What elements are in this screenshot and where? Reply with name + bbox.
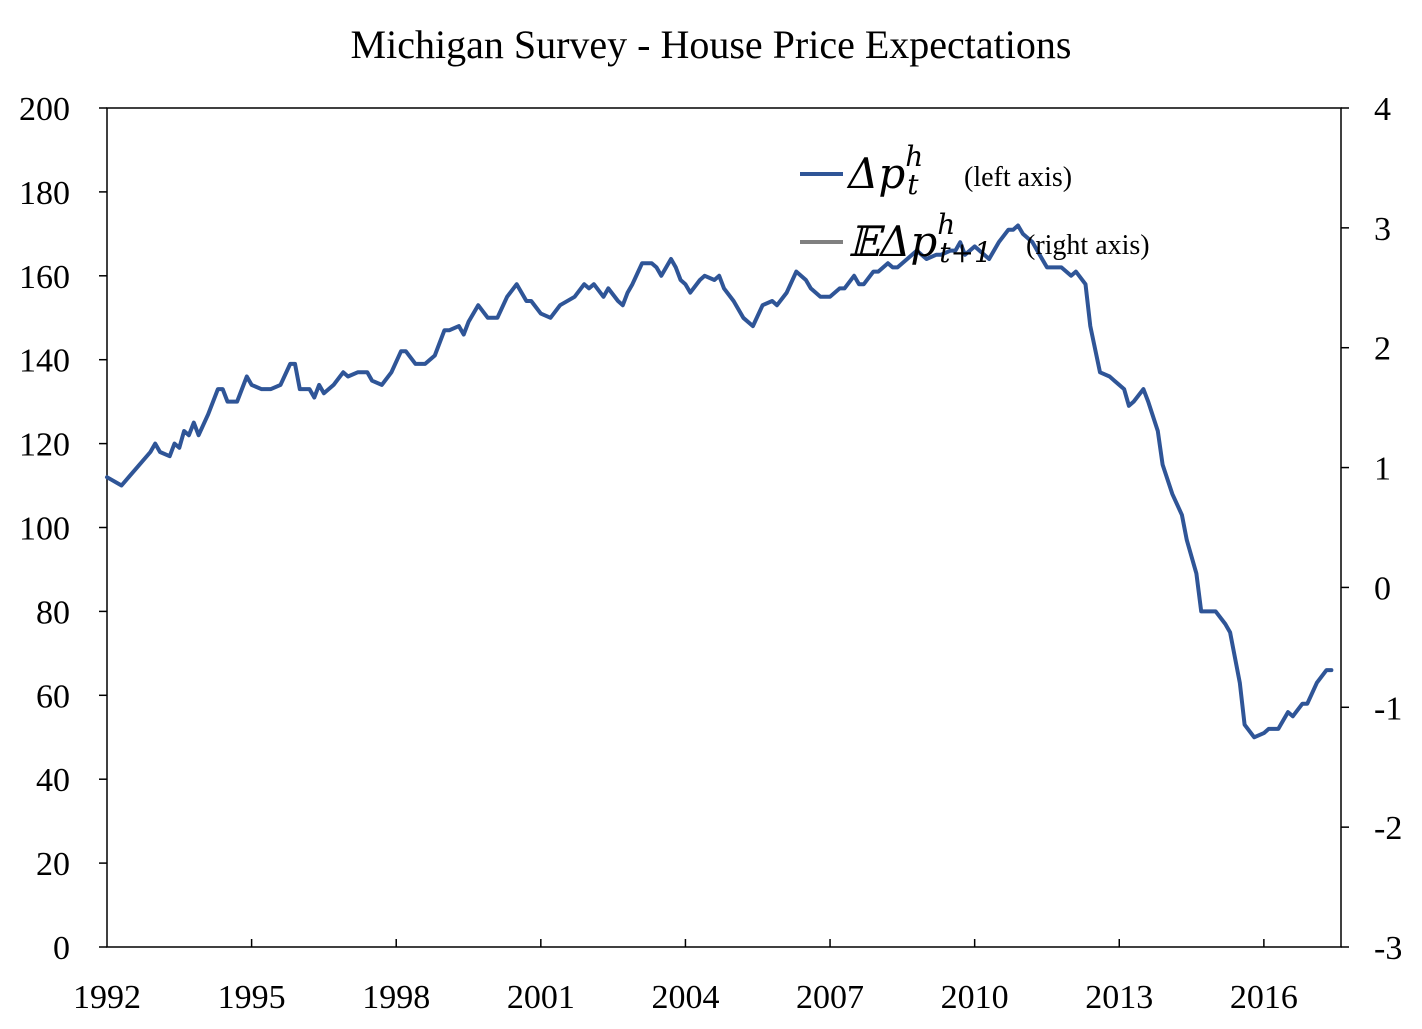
left-tick-label: 60 <box>36 678 70 715</box>
right-tick-label: 3 <box>1374 211 1391 248</box>
x-tick-label: 1992 <box>73 979 141 1016</box>
x-tick-label: 2010 <box>941 979 1009 1016</box>
right-tick-label: -1 <box>1374 690 1402 727</box>
chart-title: Michigan Survey - House Price Expectatio… <box>351 22 1072 67</box>
x-tick-label: 2001 <box>507 979 575 1016</box>
plot-area <box>106 107 1342 948</box>
left-tick-label: 140 <box>19 343 70 380</box>
x-tick-label: 2004 <box>651 979 719 1016</box>
legend: Δph t (left axis) 𝔼Δph t+1 (right axis) <box>800 140 1150 269</box>
x-tick-label: 2016 <box>1230 979 1298 1016</box>
right-tick-label: 2 <box>1374 331 1391 368</box>
x-tick-label: 1995 <box>218 979 286 1016</box>
series-layer <box>105 223 1334 740</box>
left-tick-label: 120 <box>19 427 70 464</box>
x-tick-label: 1998 <box>362 979 430 1016</box>
left-axis: 0 20 40 60 80 100 120 140 160 180 200 <box>19 91 107 967</box>
right-tick-label: -3 <box>1374 930 1402 967</box>
series-line-1 <box>105 223 1334 740</box>
right-axis: -3 -2 -1 0 1 2 3 4 <box>1341 91 1402 967</box>
left-tick-label: 180 <box>19 175 70 212</box>
legend-label-series-2: 𝔼Δph t+1 <box>848 208 992 269</box>
right-tick-label: 4 <box>1374 91 1391 128</box>
right-tick-label: -2 <box>1374 810 1402 847</box>
left-tick-label: 40 <box>36 762 70 799</box>
x-tick-label: 2013 <box>1085 979 1153 1016</box>
right-tick-label: 1 <box>1374 451 1391 488</box>
legend-note-series-1: (left axis) <box>964 162 1072 193</box>
left-tick-label: 200 <box>19 91 70 128</box>
x-axis: 1992 1995 1998 2001 2004 2007 2010 2013 2016 <box>73 939 1298 1016</box>
left-tick-label: 160 <box>19 259 70 296</box>
legend-note-series-2: (right axis) <box>1026 230 1150 261</box>
right-tick-label: 0 <box>1374 570 1391 607</box>
left-tick-label: 80 <box>36 594 70 631</box>
x-tick-label: 2007 <box>796 979 864 1016</box>
legend-label-series-1: Δph t <box>846 140 923 201</box>
left-tick-label: 20 <box>36 846 70 883</box>
left-tick-label: 0 <box>53 930 70 967</box>
left-tick-label: 100 <box>19 511 70 548</box>
